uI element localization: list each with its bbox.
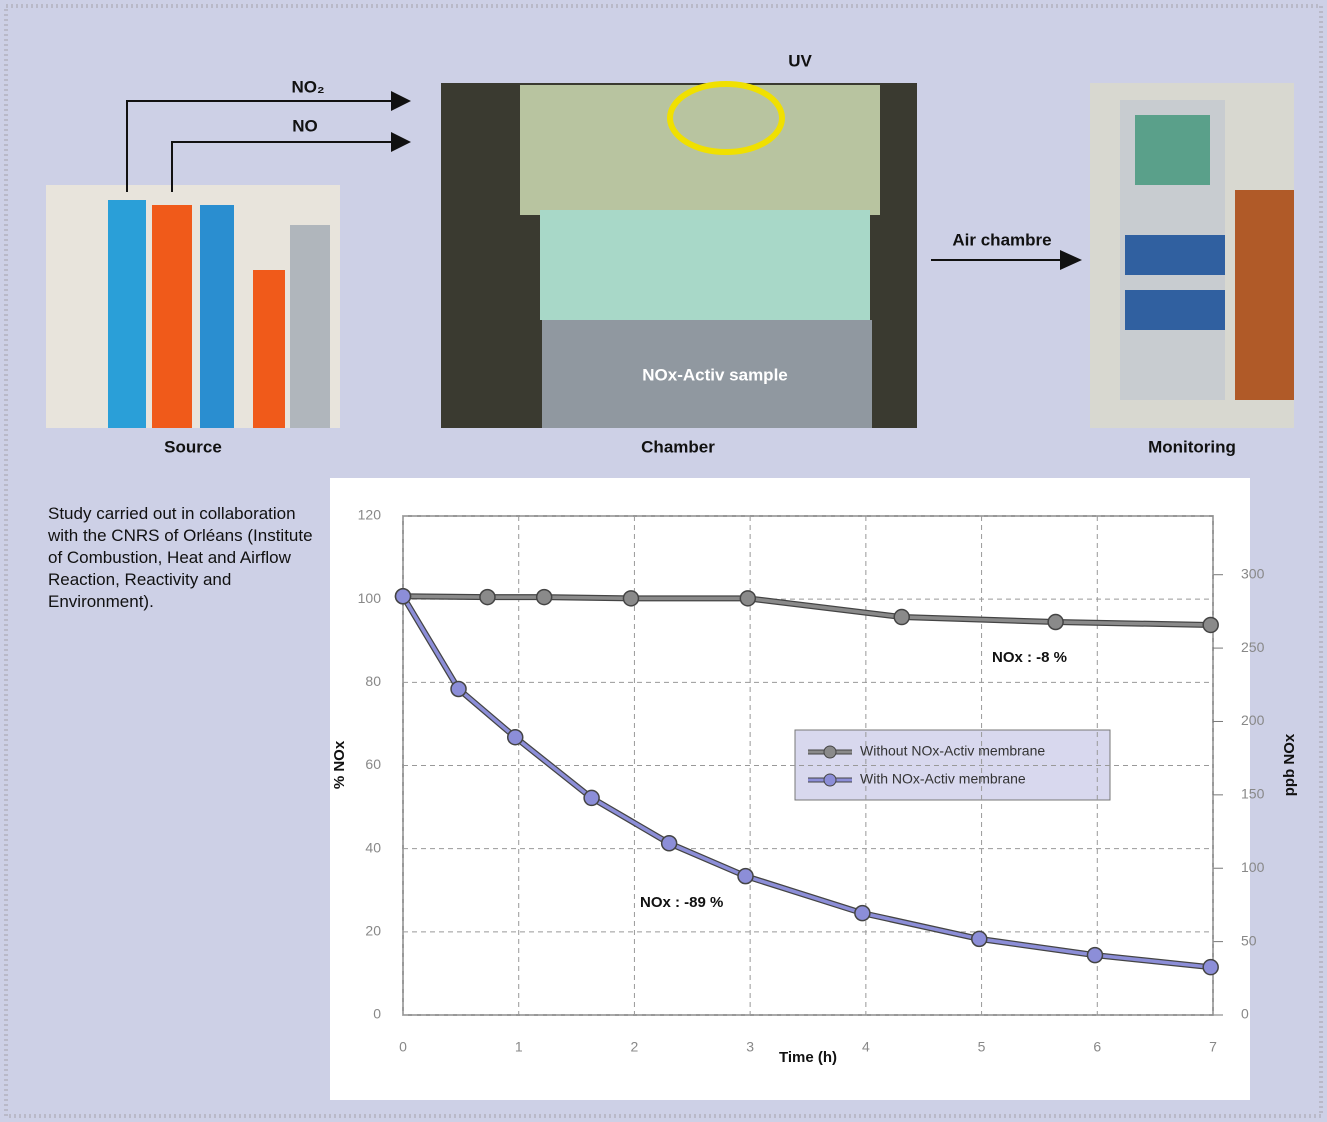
y2-tick-label: 150 — [1241, 786, 1265, 802]
point — [893, 608, 910, 626]
legend-swatch — [823, 745, 837, 759]
x-tick-label: 7 — [1209, 1039, 1217, 1055]
y2-tick-label: 250 — [1241, 639, 1265, 655]
series-line — [402, 594, 1211, 627]
legend-label: With NOx-Activ membrane — [860, 771, 1026, 787]
y-tick-label: 20 — [365, 923, 381, 939]
point — [479, 588, 496, 606]
x-tick-label: 1 — [515, 1039, 523, 1055]
x-tick-label: 2 — [631, 1039, 639, 1055]
point — [971, 930, 988, 948]
point — [1202, 616, 1219, 634]
series-line — [401, 595, 1211, 969]
y2-tick-label: 100 — [1241, 859, 1265, 875]
y2-tick-label: 200 — [1241, 712, 1265, 728]
point — [739, 590, 757, 607]
point — [622, 590, 640, 607]
legend-label: Without NOx-Activ membrane — [860, 743, 1045, 759]
air-label: Air chambre — [952, 230, 1051, 249]
y-tick-label: 120 — [358, 507, 382, 523]
arrows — [126, 100, 1063, 261]
y2-axis-label: ppb NOx — [1281, 733, 1298, 796]
legend-swatch — [823, 773, 837, 787]
chamber-photo — [441, 83, 917, 428]
y-tick-label: 60 — [365, 756, 381, 772]
point — [394, 588, 412, 605]
y2-tick-label: 0 — [1241, 1006, 1249, 1022]
x-axis-label: Time (h) — [779, 1049, 837, 1066]
annotation: NOx : -8 % — [992, 649, 1067, 666]
monitoring-photo — [1090, 83, 1294, 428]
frame — [4, 4, 1323, 1118]
source-photo — [46, 185, 340, 428]
uv-label: UV — [788, 51, 812, 70]
point — [535, 588, 553, 606]
x-tick-label: 5 — [978, 1039, 986, 1055]
sample-label: NOx-Activ sample — [642, 365, 788, 384]
y-tick-label: 0 — [373, 1006, 381, 1022]
x-tick-label: 6 — [1093, 1039, 1101, 1055]
note: Study carried out in collaboration with … — [48, 504, 313, 611]
point — [583, 789, 600, 807]
uv-circle — [667, 81, 785, 155]
y-tick-label: 40 — [365, 839, 381, 855]
source-label: Source — [164, 437, 222, 456]
point — [737, 867, 754, 885]
chart-bg — [330, 478, 1250, 1100]
x-tick-label: 3 — [746, 1039, 754, 1055]
annotation: NOx : -89 % — [640, 894, 723, 911]
y2-tick-label: 50 — [1241, 932, 1257, 948]
point — [506, 728, 524, 746]
point — [450, 680, 467, 698]
arrow-heads — [391, 91, 1082, 270]
point — [1086, 946, 1104, 964]
x-tick-label: 0 — [399, 1039, 407, 1055]
y-tick-label: 80 — [365, 673, 381, 689]
no2-label: NO₂ — [291, 77, 324, 96]
y2-tick-label: 300 — [1241, 565, 1265, 581]
point — [854, 904, 871, 922]
point — [1202, 958, 1219, 976]
chamber-label: Chamber — [641, 437, 715, 456]
no-label: NO — [292, 116, 318, 135]
y-axis-label: % NOx — [331, 740, 348, 789]
x-tick-label: 4 — [862, 1039, 870, 1055]
monitoring-label: Monitoring — [1148, 437, 1236, 456]
point — [660, 835, 678, 852]
y-tick-label: 100 — [358, 590, 382, 606]
point — [1047, 613, 1064, 631]
